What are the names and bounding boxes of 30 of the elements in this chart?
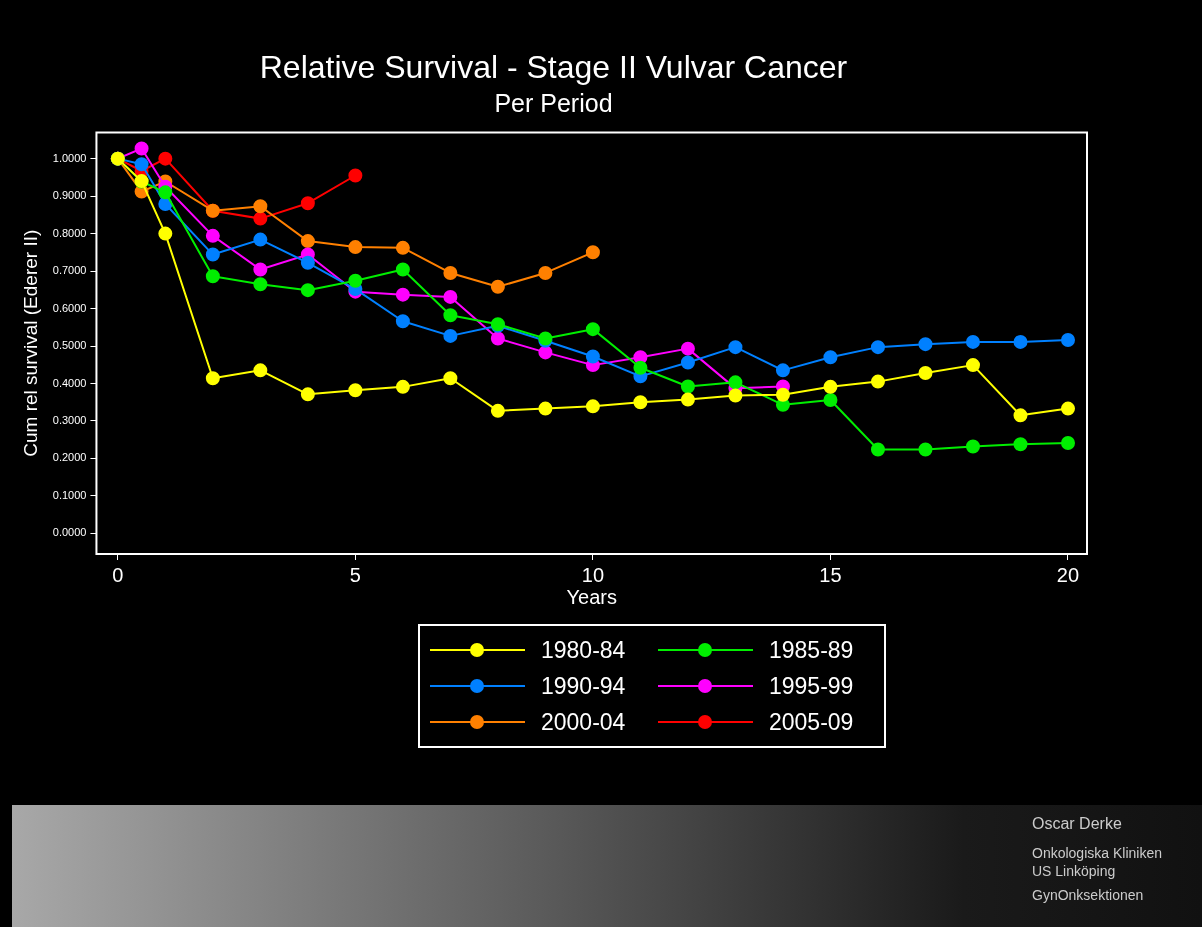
y-tick-label: 0.3000 bbox=[52, 413, 87, 426]
x-axis-title: Years bbox=[566, 585, 617, 608]
text: Onkologiska Kliniken bbox=[1032, 845, 1162, 861]
text: GynOnksektionen bbox=[1032, 887, 1145, 903]
chart-subtitle: Per Period bbox=[494, 89, 613, 118]
text: Oscar Derke bbox=[1032, 815, 1123, 833]
legend-label: 1990-94 bbox=[541, 672, 626, 700]
x-tick-label: 0 bbox=[112, 563, 124, 586]
x-tick-label: 5 bbox=[349, 563, 361, 586]
legend-label: 2000-04 bbox=[541, 708, 626, 736]
y-tick-label: 1.0000 bbox=[52, 151, 87, 164]
y-axis-title: Cum rel survival (Ederer II) bbox=[19, 229, 41, 457]
y-tick-label: 0.8000 bbox=[52, 226, 87, 239]
legend-label: 2005-09 bbox=[769, 708, 854, 736]
x-tick-label: 20 bbox=[1056, 563, 1080, 586]
chart-title: Relative Survival - Stage II Vulvar Cancer bbox=[259, 49, 848, 86]
x-tick-label: 15 bbox=[819, 563, 842, 586]
text: US Linköping bbox=[1032, 863, 1117, 879]
y-tick-label: 0.1000 bbox=[52, 488, 87, 501]
y-tick-label: 0.9000 bbox=[52, 189, 87, 202]
y-tick-label: 0.6000 bbox=[52, 301, 87, 314]
legend-label: 1980-84 bbox=[541, 636, 626, 664]
y-tick-label: 0.7000 bbox=[52, 264, 87, 277]
legend-label: 1995-99 bbox=[769, 672, 854, 700]
y-tick-label: 0.2000 bbox=[52, 451, 87, 464]
x-tick-label: 10 bbox=[581, 563, 605, 586]
y-tick-label: 0.4000 bbox=[52, 376, 87, 389]
y-tick-label: 0.0000 bbox=[52, 526, 87, 539]
legend-label: 1985-89 bbox=[769, 636, 854, 664]
y-tick-label: 0.5000 bbox=[52, 339, 87, 352]
